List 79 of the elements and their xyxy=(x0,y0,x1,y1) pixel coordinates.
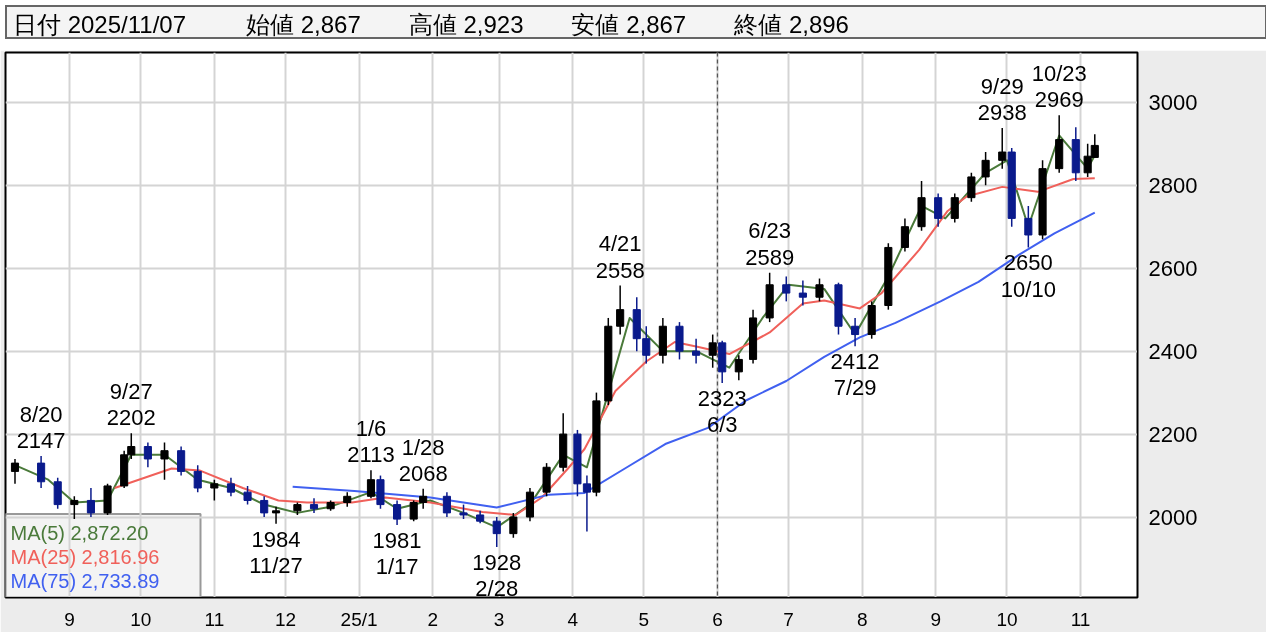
candlestick xyxy=(10,458,20,485)
text: MA(75) 2,733.89 xyxy=(10,569,160,592)
annotation: 1981 1/17 xyxy=(372,527,422,580)
candlestick xyxy=(1024,205,1033,249)
x-tick-label: 12 xyxy=(274,608,297,630)
annotation: 1928 2/28 xyxy=(472,549,522,602)
line-series xyxy=(291,211,1096,509)
series-label: MA(5) 2,872.20 xyxy=(10,522,149,545)
annotation: 8/20 2147 xyxy=(16,401,66,454)
candlestick xyxy=(692,337,701,365)
candlestick xyxy=(492,516,501,548)
x-tick-label: 7 xyxy=(783,608,794,630)
annotation: 9/27 2202 xyxy=(106,379,156,431)
x-tick-label: 11 xyxy=(204,608,225,630)
x-tick-label: 8 xyxy=(856,608,868,630)
annotation: 2412 7/29 xyxy=(830,349,880,401)
annotation: 1/28 2068 xyxy=(398,434,448,486)
y-tick-label: 2800 xyxy=(1148,172,1198,198)
x-tick-label: 2 xyxy=(427,608,438,630)
candlestick xyxy=(998,127,1007,170)
candlestick xyxy=(782,275,791,303)
candlestick xyxy=(193,464,202,493)
candlestick xyxy=(271,505,281,525)
x-tick-label: 9 xyxy=(930,608,942,630)
candlestick xyxy=(900,217,909,253)
candlestick xyxy=(53,476,62,510)
candlestick xyxy=(309,497,319,514)
text: 終値 2,896 xyxy=(734,11,849,38)
candlestick xyxy=(950,192,959,224)
candlestick xyxy=(143,441,152,469)
candlestick xyxy=(851,317,860,347)
text: MA(25) 2,816.96 xyxy=(10,545,160,568)
candlestick xyxy=(981,151,990,186)
text: 安値 2,867 xyxy=(571,11,687,38)
annotation: 1984 11/27 xyxy=(249,526,303,578)
annotation: 2323 6/3 xyxy=(697,386,747,438)
candlestick xyxy=(616,284,625,336)
y-tick-label: 2200 xyxy=(1148,421,1198,447)
candlestick xyxy=(734,354,743,381)
candlestick xyxy=(86,487,95,518)
candlestick xyxy=(708,333,717,369)
text: 高値 2,923 xyxy=(408,11,524,38)
y-tick-label: 2400 xyxy=(1148,338,1198,364)
x-tick-label: 5 xyxy=(638,608,650,630)
candlestick xyxy=(442,491,451,518)
candlestick xyxy=(37,455,46,489)
x-tick-label: 3 xyxy=(493,608,505,630)
candlestick xyxy=(210,478,219,502)
candlestick xyxy=(393,499,402,526)
x-tick-label: 4 xyxy=(567,608,579,630)
candlestick xyxy=(243,485,252,506)
candlestick xyxy=(260,495,269,518)
x-tick-label: 10 xyxy=(130,608,152,630)
annotation: 4/21 2558 xyxy=(595,231,645,283)
candlestick xyxy=(815,277,824,303)
x-tick-label: 9 xyxy=(64,608,75,630)
x-tick-label: 11 xyxy=(1070,608,1091,630)
x-tick-label: 25/1 xyxy=(340,608,378,630)
candlestick xyxy=(226,476,236,498)
text: 日付 2025/11/07 xyxy=(13,11,187,38)
y-tick-label: 2000 xyxy=(1148,504,1198,530)
annotation: 10/23 2969 xyxy=(1031,60,1087,113)
x-tick-label: 6 xyxy=(712,608,723,630)
candlestick xyxy=(798,279,807,307)
annotation: 9/29 2938 xyxy=(977,73,1027,125)
annotation: 1/6 2113 xyxy=(347,415,395,468)
annotation: 2650 10/10 xyxy=(1000,250,1056,302)
candlestick xyxy=(70,495,79,520)
candlestick xyxy=(366,469,376,500)
x-tick-label: 10 xyxy=(996,608,1018,630)
candlestick xyxy=(177,445,186,477)
candlestick xyxy=(509,512,518,539)
candlestick xyxy=(160,441,169,481)
text: 始値 2,867 xyxy=(246,11,361,38)
candlestick xyxy=(967,172,976,203)
y-tick-label: 2600 xyxy=(1148,255,1198,281)
annotation: 6/23 2589 xyxy=(745,218,795,270)
y-tick-label: 3000 xyxy=(1148,89,1198,115)
candlestick xyxy=(934,192,943,228)
